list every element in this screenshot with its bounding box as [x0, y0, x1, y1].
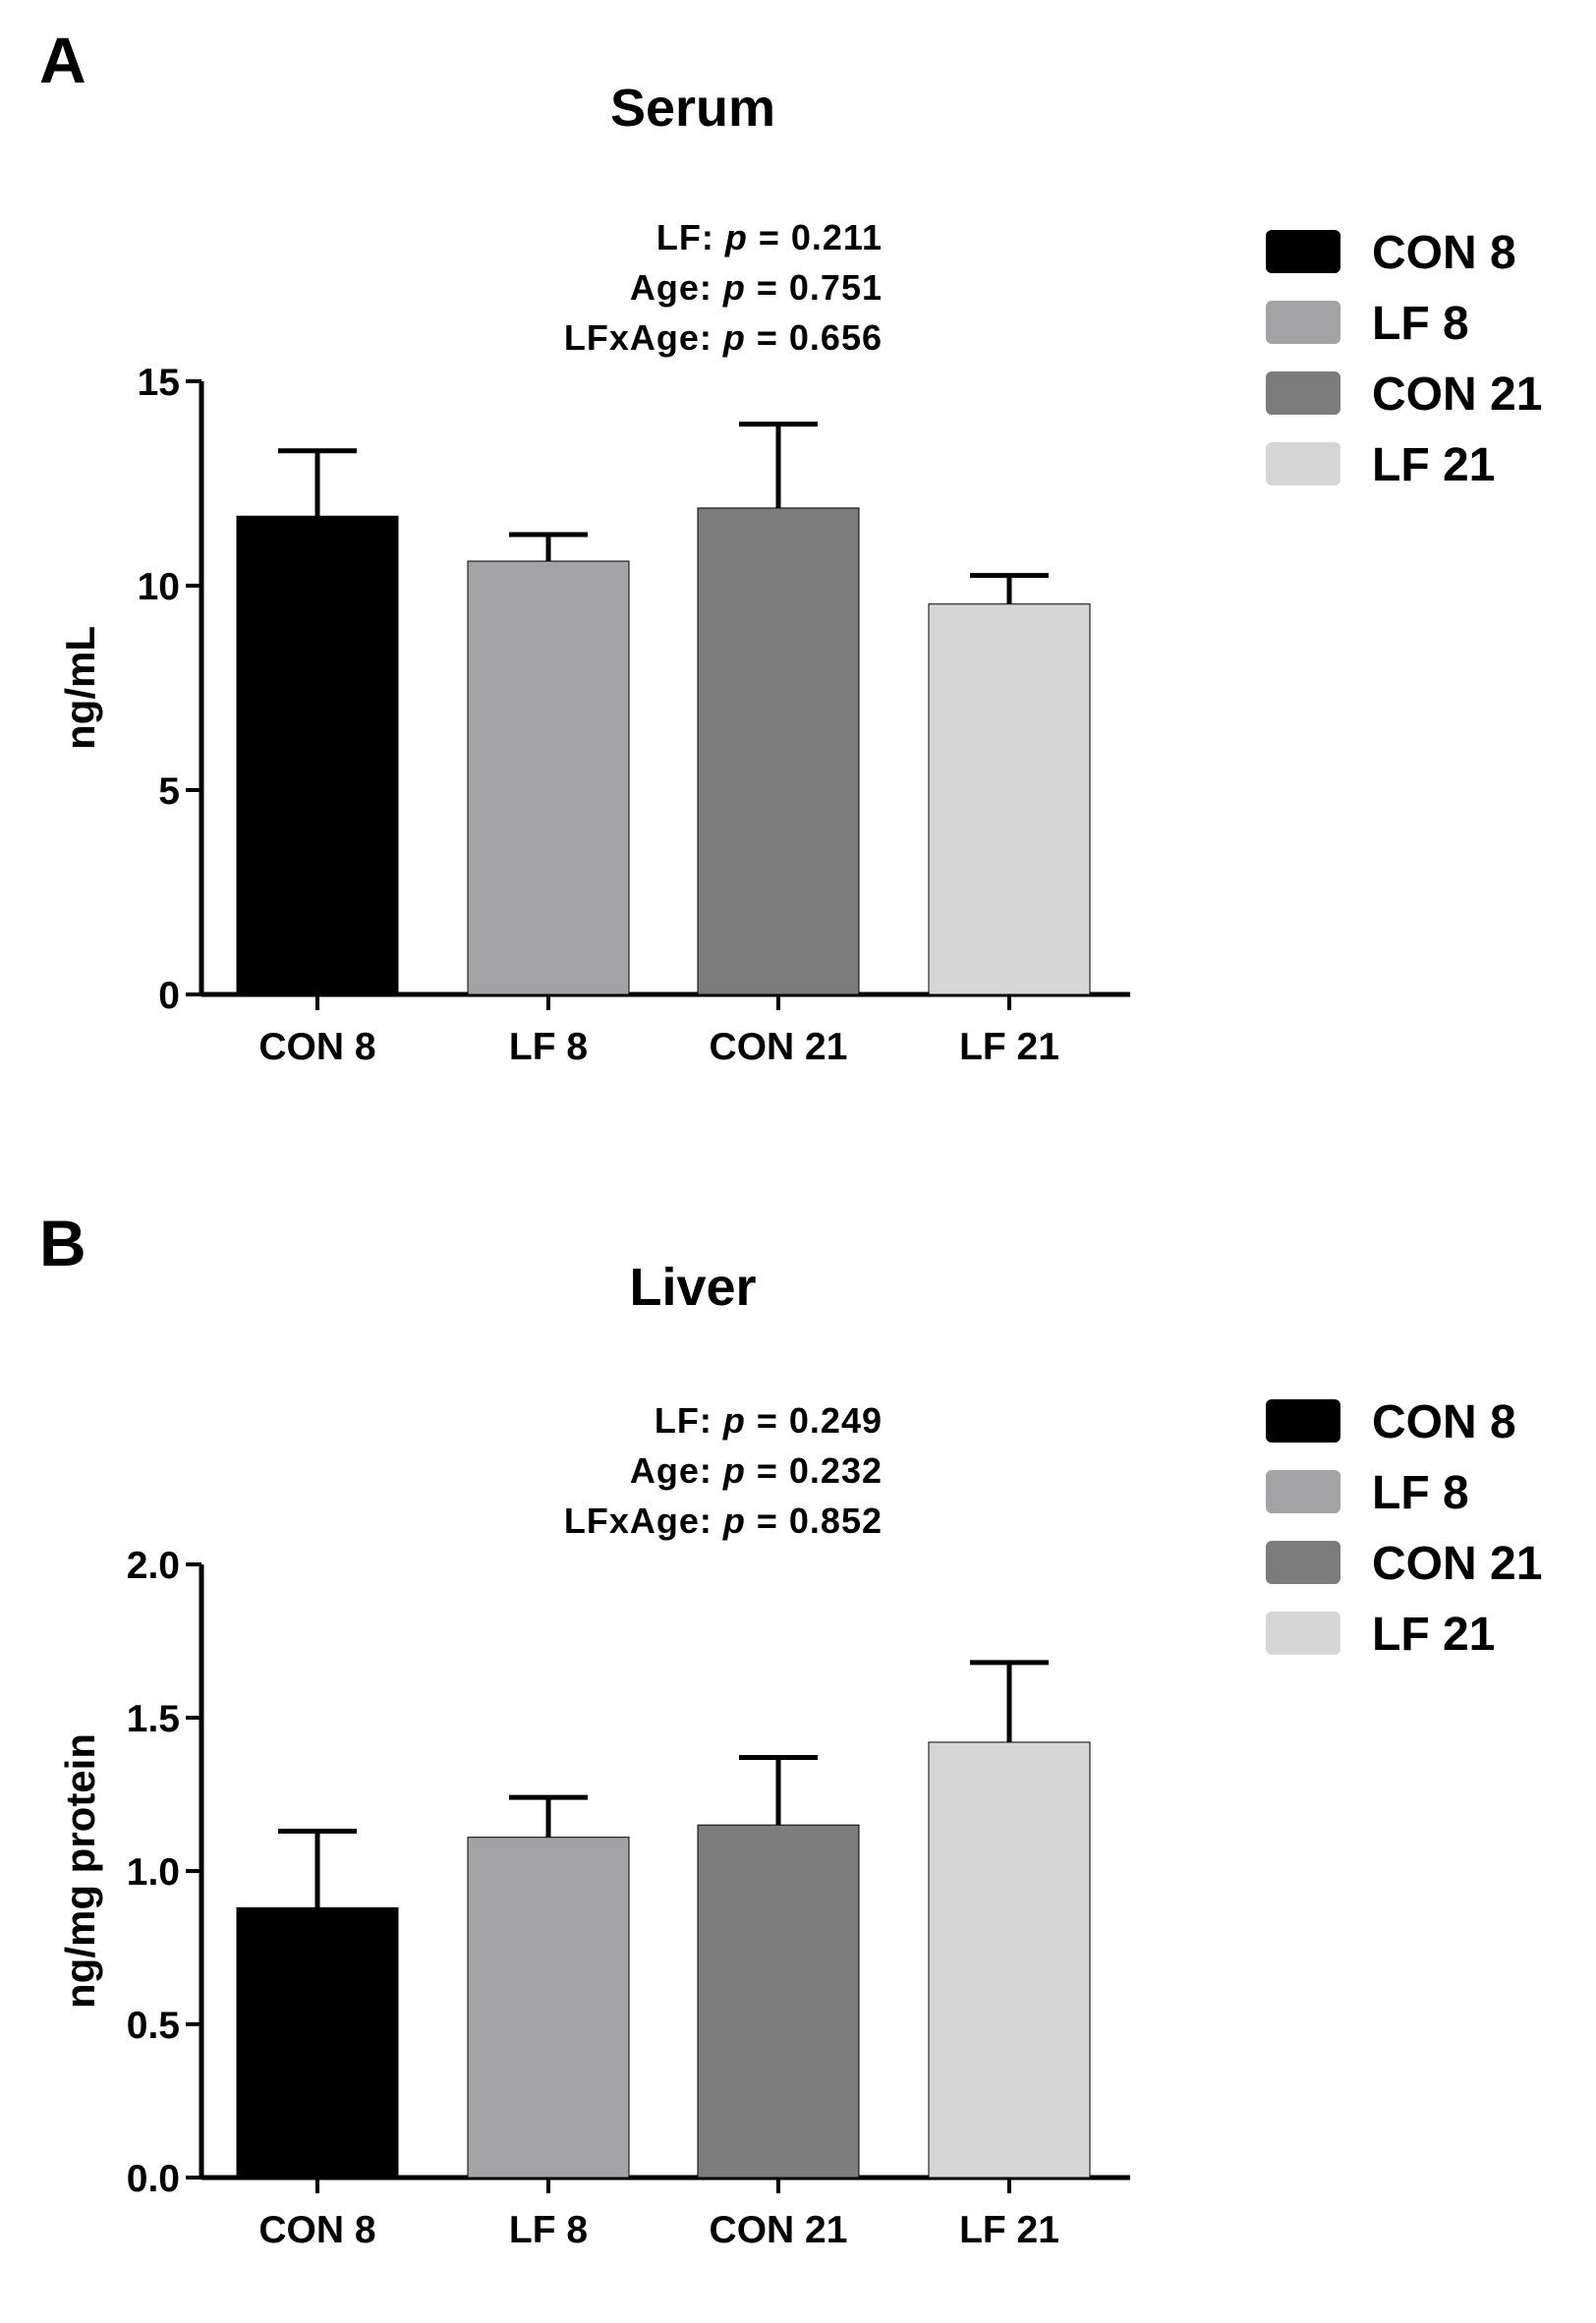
x-tick-label-lf-8: LF 8: [509, 2209, 588, 2251]
legend-swatch-con-21: [1266, 1541, 1340, 1584]
x-tick-label-con-8: CON 8: [258, 1026, 375, 1068]
legend-label-con-8: CON 8: [1372, 1396, 1516, 1448]
chart-title: Serum: [610, 79, 775, 138]
legend-swatch-lf-8: [1266, 301, 1340, 344]
legend-swatch-con-8: [1266, 230, 1340, 273]
x-tick-label-lf-8: LF 8: [509, 1026, 588, 1068]
legend-label-lf-8: LF 8: [1372, 1467, 1469, 1519]
x-tick-label-con-21: CON 21: [710, 1026, 848, 1068]
legend-label-lf-21: LF 21: [1372, 1609, 1495, 1661]
y-axis-label: ng/mL: [57, 626, 103, 750]
legend-label-con-21: CON 21: [1372, 1538, 1542, 1590]
legend-label-lf-21: LF 21: [1372, 439, 1495, 491]
y-tick-label: 0.5: [127, 2005, 180, 2047]
y-tick-label: 5: [158, 770, 180, 813]
serum-chart: Serum LF: p = 0.211 Age: p = 0.751 LFxAge: …: [57, 79, 1542, 1068]
bar-lf-8: [467, 1837, 630, 2179]
chart-title: Liver: [629, 1258, 756, 1317]
y-tick-label: 0.0: [127, 2158, 180, 2200]
y-tick-label: 15: [138, 362, 180, 404]
legend-swatch-lf-8: [1266, 1470, 1340, 1513]
stat-interaction: LFxAge: p = 0.852: [564, 1501, 883, 1541]
stat-lf: LF: p = 0.249: [655, 1400, 883, 1441]
liver-chart: Liver LF: p = 0.249 Age: p = 0.232 LFxAge: …: [57, 1258, 1542, 2251]
bar-lf-8: [467, 560, 630, 995]
legend-swatch-con-21: [1266, 371, 1340, 415]
y-tick-label: 0: [158, 975, 180, 1017]
panel-letter-a: A: [39, 24, 86, 96]
y-axis-label: ng/mg protein: [57, 1733, 103, 2009]
y-tick-label: 10: [138, 566, 180, 608]
legend-label-con-21: CON 21: [1372, 368, 1542, 421]
y-tick-label: 1.0: [127, 1851, 180, 1894]
stat-interaction: LFxAge: p = 0.656: [564, 317, 883, 358]
x-tick-label-con-8: CON 8: [258, 2209, 375, 2251]
bar-con-21: [697, 507, 860, 995]
bar-con-21: [697, 1824, 860, 2179]
stat-lf: LF: p = 0.211: [656, 217, 883, 257]
legend-swatch-lf-21: [1266, 442, 1340, 485]
bar-lf-21: [928, 603, 1091, 995]
stat-age: Age: p = 0.232: [630, 1450, 883, 1491]
y-tick-label: 2.0: [127, 1545, 180, 1587]
bar-con-8: [236, 515, 399, 995]
x-tick-label-lf-21: LF 21: [959, 1026, 1059, 1068]
legend-swatch-lf-21: [1266, 1612, 1340, 1655]
bar-con-8: [236, 1906, 399, 2179]
stat-age: Age: p = 0.751: [630, 267, 883, 308]
panel-letter-b: B: [39, 1207, 86, 1279]
legend-label-con-8: CON 8: [1372, 227, 1516, 279]
legend-label-lf-8: LF 8: [1372, 298, 1469, 350]
legend-swatch-con-8: [1266, 1399, 1340, 1443]
y-tick-label: 1.5: [127, 1698, 180, 1740]
x-tick-label-lf-21: LF 21: [959, 2209, 1059, 2251]
bar-lf-21: [928, 1741, 1091, 2179]
x-tick-label-con-21: CON 21: [710, 2209, 848, 2251]
